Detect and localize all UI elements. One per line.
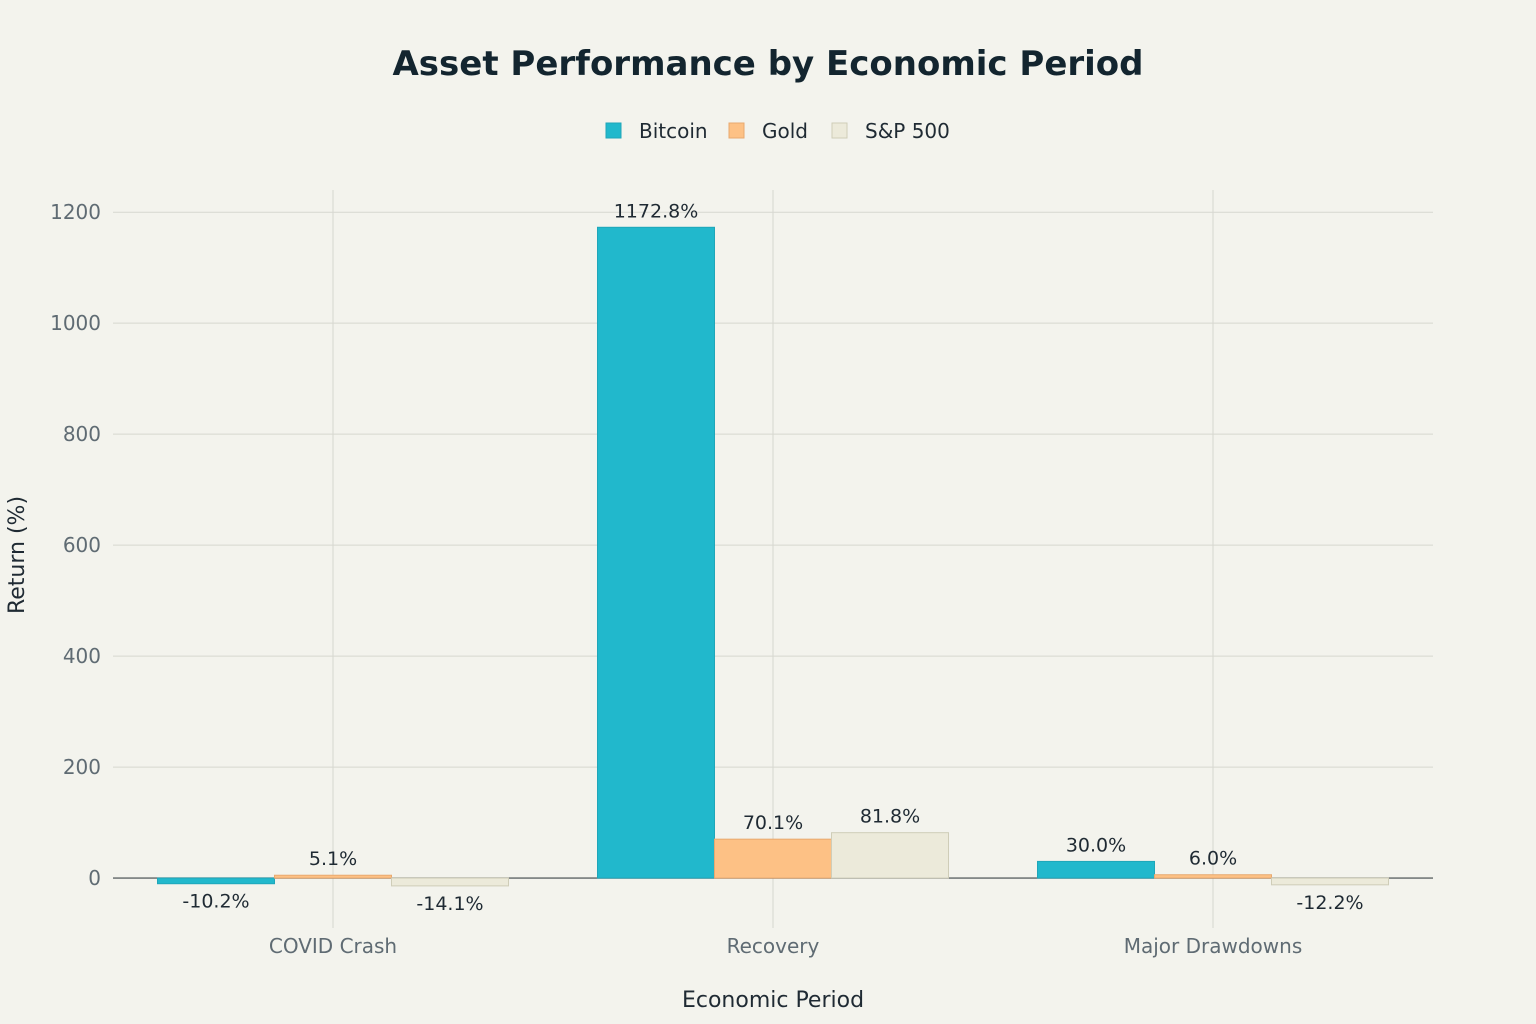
- x-tick-label: Recovery: [727, 934, 820, 958]
- x-axis-title: Economic Period: [682, 988, 864, 1013]
- data-label: 30.0%: [1066, 834, 1126, 856]
- x-axis: COVID Crash Recovery Major Drawdowns: [269, 934, 1302, 958]
- chart-title: Asset Performance by Economic Period: [392, 44, 1143, 84]
- bar: [1154, 874, 1272, 879]
- y-tick-label: 200: [63, 755, 101, 779]
- legend: Bitcoin Gold S&P 500: [605, 119, 950, 143]
- bar: [1271, 877, 1389, 886]
- legend-label: Bitcoin: [639, 119, 708, 143]
- bars: [157, 226, 1389, 887]
- legend-item: S&P 500: [831, 119, 950, 143]
- data-label: 1172.8%: [614, 200, 699, 222]
- data-label: 5.1%: [309, 848, 357, 870]
- legend-swatch: [728, 122, 745, 139]
- y-tick-label: 800: [63, 422, 101, 446]
- bar: [597, 226, 715, 879]
- x-tick-label: COVID Crash: [269, 934, 397, 958]
- y-tick-label: 1200: [50, 200, 101, 224]
- bar: [714, 838, 832, 879]
- data-label: -10.2%: [182, 891, 249, 913]
- legend-label: Gold: [762, 119, 808, 143]
- x-tick-label: Major Drawdowns: [1124, 934, 1303, 958]
- y-tick-label: 0: [88, 866, 101, 890]
- legend-item: Bitcoin: [605, 119, 708, 143]
- data-label: 70.1%: [743, 812, 803, 834]
- data-labels: -10.2% 1172.8% 30.0% 5.1% 70.1% 6.0% -14.1% 81.…: [182, 200, 1363, 915]
- bar: [831, 832, 949, 879]
- bar: [274, 874, 392, 879]
- y-axis: 0 200 400 600 800 1000 1200: [50, 200, 101, 890]
- y-tick-label: 400: [63, 644, 101, 668]
- bar: [391, 877, 509, 887]
- y-tick-label: 1000: [50, 311, 101, 335]
- legend-item: Gold: [728, 119, 808, 143]
- data-label: 6.0%: [1189, 848, 1237, 870]
- data-label: -12.2%: [1296, 892, 1363, 914]
- legend-label: S&P 500: [865, 119, 950, 143]
- y-tick-label: 600: [63, 533, 101, 557]
- bar: [157, 877, 275, 885]
- data-label: 81.8%: [860, 806, 920, 828]
- legend-swatch: [605, 122, 622, 139]
- bar: [1037, 860, 1155, 879]
- legend-swatch: [831, 122, 848, 139]
- y-axis-title: Return (%): [5, 496, 30, 614]
- data-label: -14.1%: [416, 893, 483, 915]
